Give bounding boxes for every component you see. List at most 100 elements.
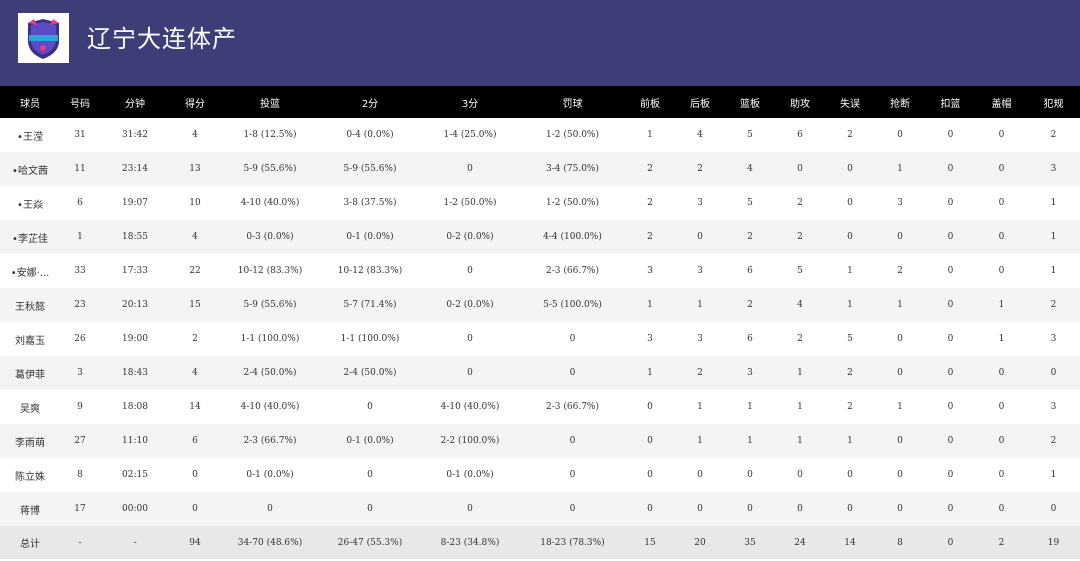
player-name: 葛伊菲 (15, 369, 45, 381)
stat-cell: 18:55 (122, 232, 148, 242)
stat-cell: 0 (998, 470, 1005, 480)
stat-cell: 3 (77, 368, 83, 378)
column-header: 篮板 (740, 98, 760, 110)
stat-cell: 0 (467, 334, 473, 344)
table-row: 陈立姝 8 02:15 0 0-1 (0.0%) 0 0-1 (0.0%) 0 0 0 0 0 0 0 0 0… (0, 458, 1080, 492)
stat-cell: 0 (697, 504, 703, 514)
stat-cell: 0 (1050, 504, 1057, 514)
stat-cell: 4 (697, 130, 703, 140)
stat-cell: 1 (1050, 232, 1057, 242)
stat-cell: 0 (467, 504, 473, 514)
stat-cell: 5-9 (55.6%) (343, 164, 397, 174)
stat-cell: 0 (569, 470, 576, 480)
stat-cell: 1 (998, 300, 1005, 310)
stat-cell: 2 (192, 334, 198, 344)
stat-cell: 17:33 (122, 266, 148, 276)
stat-cell: 1 (647, 130, 653, 140)
stat-cell: 0 (947, 130, 954, 140)
column-header: 失误 (840, 98, 860, 110)
stat-cell: 0 (947, 504, 954, 514)
stat-cell: 1-2 (50.0%) (546, 198, 599, 208)
table-row: 刘嘉玉 26 19:00 2 1-1 (100.0%) 1-1 (100.0%) 0 0 3 3 6… (0, 322, 1080, 356)
stat-cell: 2-3 (66.7%) (546, 266, 599, 276)
table-row: 吴爽 9 18:08 14 4-10 (40.0%) 0 4-10 (40.0%) 2-3 (… (0, 390, 1080, 424)
player-name: 李雨萌 (15, 437, 45, 449)
stat-cell: 1-2 (50.0%) (546, 130, 599, 140)
stat-cell: 0 (569, 334, 576, 344)
stat-cell: 0 (847, 164, 853, 174)
stat-cell: 2 (1050, 436, 1057, 446)
stat-cell: 1 (797, 436, 803, 446)
stat-cell: 0 (998, 130, 1005, 140)
stat-cell: 0 (897, 504, 903, 514)
stat-cell: 0 (747, 470, 753, 480)
stat-cell: 0 (747, 504, 753, 514)
stat-cell: 0 (897, 334, 903, 344)
total-cell: 35 (744, 537, 756, 548)
stat-cell: 1 (797, 368, 803, 378)
stat-cell: 0 (998, 402, 1005, 412)
column-header: 前板 (640, 98, 660, 110)
stat-cell: 2 (697, 368, 703, 378)
stat-cell: 4-4 (100.0%) (543, 232, 602, 242)
player-name: 吴爽 (20, 403, 40, 415)
stat-cell: 5-9 (55.6%) (243, 164, 297, 174)
stat-cell: 13 (189, 164, 201, 174)
stat-cell: 02:15 (122, 470, 148, 480)
stat-cell: 19:07 (122, 198, 148, 208)
total-cell: 14 (844, 537, 856, 548)
stat-cell: 2 (797, 334, 803, 344)
stat-cell: 1 (1050, 266, 1057, 276)
total-cell: 34-70 (48.6%) (237, 537, 303, 548)
stat-cell: 3 (1050, 164, 1057, 174)
stat-cell: 19:00 (122, 334, 148, 344)
stat-cell: 0 (367, 470, 373, 480)
table-row: •李芷佳 1 18:55 4 0-3 (0.0%) 0-1 (0.0%) 0-2 (0.0%… (0, 220, 1080, 254)
team-title: 辽宁大连体产 (87, 25, 237, 53)
stat-cell: 0 (897, 436, 903, 446)
player-name: 刘嘉玉 (15, 335, 45, 347)
stat-cell: 5 (747, 198, 753, 208)
stat-cell: 0 (569, 504, 576, 514)
stat-cell: 0 (897, 130, 903, 140)
stat-cell: 0 (998, 266, 1005, 276)
stat-cell: 4-10 (40.0%) (240, 402, 300, 412)
stat-cell: 0 (569, 436, 576, 446)
stat-cell: 5-5 (100.0%) (543, 300, 602, 310)
stat-cell: 4-10 (40.0%) (440, 402, 500, 412)
column-header: 盖帽 (991, 98, 1012, 110)
stat-cell: 5-9 (55.6%) (243, 300, 297, 310)
column-header: 2分 (361, 98, 379, 110)
stat-cell: 0 (1050, 368, 1057, 378)
stat-cell: 0 (947, 368, 954, 378)
total-cell: 8 (897, 537, 903, 548)
stat-cell: 0 (647, 402, 653, 412)
stat-cell: 23 (74, 300, 86, 310)
total-cell: 94 (189, 537, 201, 548)
stat-cell: 6 (747, 334, 753, 344)
column-header: 后板 (690, 98, 710, 110)
stat-cell: 8 (77, 470, 83, 480)
stat-cell: 4 (747, 164, 753, 174)
stat-cell: 1-8 (12.5%) (243, 130, 297, 140)
stat-cell: 0 (647, 436, 653, 446)
column-header: 分钟 (125, 98, 145, 110)
table-row: 葛伊菲 3 18:43 4 2-4 (50.0%) 2-4 (50.0%) 0 0 1 2 3 1 2 0… (0, 356, 1080, 390)
stat-cell: 1 (847, 266, 853, 276)
stat-cell: 11 (74, 164, 86, 174)
stat-cell: 3-8 (37.5%) (343, 198, 397, 208)
stat-cell: 1 (697, 402, 703, 412)
stat-cell: 2-3 (66.7%) (546, 402, 599, 412)
stat-cell: 1 (1050, 198, 1057, 208)
stat-cell: 3 (697, 334, 703, 344)
player-name: 蒋博 (20, 505, 40, 517)
player-stats-table: 球员 号码 分钟 得分 投篮 2分 3分 罚球 前板 后板 篮板 助攻 失误 抢断 扣篮 盖帽 犯规 •王滢 31… (0, 86, 1080, 559)
column-header: 号码 (70, 98, 90, 110)
stat-cell: 27 (74, 436, 86, 446)
stat-cell: 0 (569, 368, 576, 378)
stat-cell: 2 (747, 300, 753, 310)
stat-cell: 0-4 (0.0%) (346, 130, 394, 140)
stat-cell: 4 (797, 300, 803, 310)
stat-cell: 0 (947, 198, 954, 208)
stat-cell: 0 (947, 232, 954, 242)
